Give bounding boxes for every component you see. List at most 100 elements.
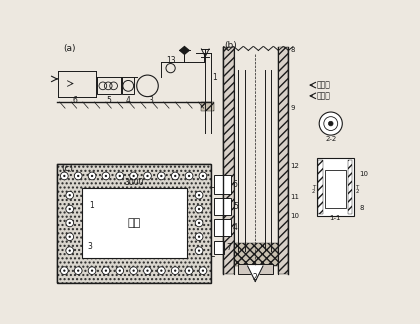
Text: T: T [312,185,315,190]
Text: 5: 5 [107,96,111,105]
Circle shape [174,270,176,272]
Text: 6: 6 [233,180,238,189]
Text: 12: 12 [291,163,299,169]
Text: (c): (c) [61,164,73,173]
Bar [325,170,346,208]
Bar [223,47,234,274]
Bar [239,264,273,274]
Circle shape [195,247,203,254]
Circle shape [198,222,200,224]
Circle shape [105,270,107,272]
Circle shape [66,191,74,199]
Circle shape [185,172,193,180]
Bar [214,175,231,194]
Text: (a): (a) [63,44,75,53]
Circle shape [195,191,203,199]
Bar [58,164,211,283]
Circle shape [68,249,71,252]
Text: T: T [355,185,359,190]
Bar [214,219,231,236]
Circle shape [188,270,190,272]
Text: 2: 2 [355,189,359,194]
Text: 3: 3 [87,242,92,251]
Circle shape [116,172,123,180]
Circle shape [198,236,200,238]
Circle shape [146,270,149,272]
Circle shape [130,172,137,180]
Circle shape [132,270,135,272]
Circle shape [105,175,107,177]
Text: 2: 2 [253,273,257,282]
Circle shape [130,267,137,274]
Circle shape [66,233,74,241]
Text: 2-2: 2-2 [325,136,336,142]
Circle shape [195,219,203,227]
Circle shape [116,267,123,274]
Circle shape [174,175,176,177]
Circle shape [171,172,179,180]
Text: 1: 1 [212,73,217,82]
Bar [82,188,187,258]
Circle shape [68,222,71,224]
Circle shape [198,194,200,196]
Circle shape [68,208,71,210]
Circle shape [74,172,82,180]
Circle shape [199,172,207,180]
Circle shape [144,172,151,180]
Circle shape [66,205,74,213]
Text: 8: 8 [291,47,295,53]
Circle shape [158,267,165,274]
Polygon shape [180,47,189,54]
Circle shape [91,175,93,177]
Circle shape [68,236,71,238]
Text: (b): (b) [225,40,237,50]
Text: 7: 7 [227,243,232,252]
Circle shape [158,172,165,180]
Circle shape [77,270,79,272]
Text: 地下水: 地下水 [317,91,331,100]
Text: 4: 4 [126,96,131,105]
Circle shape [188,175,190,177]
Text: 13: 13 [166,56,176,65]
Circle shape [102,267,110,274]
Circle shape [328,121,333,126]
Circle shape [88,172,96,180]
Circle shape [171,267,179,274]
Text: 高压水: 高压水 [317,81,331,89]
Bar [234,243,278,266]
Text: 1-1: 1-1 [330,215,341,221]
Circle shape [132,175,135,177]
Text: 3000: 3000 [125,178,144,187]
Circle shape [195,233,203,241]
Bar [97,77,121,94]
Circle shape [198,249,200,252]
Text: 1: 1 [89,201,94,210]
Polygon shape [248,266,263,282]
Circle shape [63,175,66,177]
Circle shape [202,175,204,177]
Text: 4: 4 [233,223,238,232]
Text: 10: 10 [359,171,368,177]
Bar [278,47,289,274]
Text: 11: 11 [291,194,300,200]
Text: 10: 10 [291,213,300,219]
Circle shape [185,267,193,274]
Bar [348,160,352,214]
Bar [318,160,323,214]
Bar [317,158,354,216]
Circle shape [118,270,121,272]
Circle shape [199,267,207,274]
Circle shape [60,267,68,274]
Circle shape [146,175,149,177]
Circle shape [63,270,66,272]
Circle shape [160,270,163,272]
Circle shape [319,112,342,135]
Circle shape [60,172,68,180]
Circle shape [202,270,204,272]
Circle shape [77,175,79,177]
Bar [201,102,215,111]
Circle shape [66,219,74,227]
Circle shape [68,194,71,196]
Text: 9: 9 [291,105,295,111]
Circle shape [118,175,121,177]
